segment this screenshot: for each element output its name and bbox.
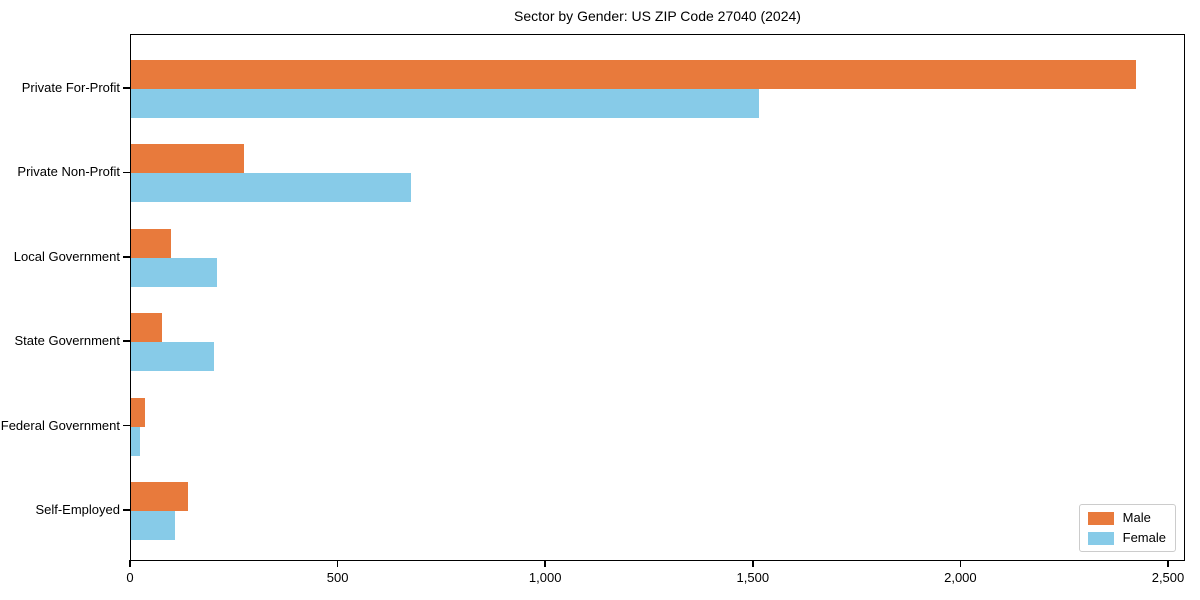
bar-female-private-for-profit bbox=[131, 89, 759, 118]
legend: Male Female bbox=[1078, 504, 1176, 552]
bar-male-state-government bbox=[131, 313, 163, 343]
y-label-private-non-profit: Private Non-Profit bbox=[17, 164, 120, 180]
legend-item-female: Female bbox=[1087, 530, 1166, 545]
female-color-swatch bbox=[1087, 531, 1114, 545]
bar-female-local-government bbox=[131, 257, 217, 287]
plot-area: Male Female bbox=[130, 34, 1185, 561]
x-tick-1-500 bbox=[752, 560, 754, 567]
bar-male-self-employed bbox=[131, 482, 188, 511]
y-tick-private-non-profit bbox=[123, 171, 130, 174]
x-label-0: 0 bbox=[126, 570, 134, 585]
chart-title: Sector by Gender: US ZIP Code 27040 (202… bbox=[514, 8, 801, 24]
x-label-2-500: 2,500 bbox=[1151, 570, 1185, 585]
x-tick-500 bbox=[336, 560, 339, 567]
legend-item-male: Male bbox=[1087, 510, 1166, 525]
y-tick-federal-government bbox=[123, 424, 130, 427]
legend-label-male: Male bbox=[1122, 510, 1151, 525]
y-label-self-employed: Self-Employed bbox=[35, 502, 120, 517]
x-tick-2-500 bbox=[1167, 560, 1169, 567]
x-tick-0 bbox=[129, 560, 131, 567]
y-label-local-government: Local Government bbox=[13, 248, 120, 264]
bar-male-private-for-profit bbox=[131, 60, 1136, 89]
bar-female-state-government bbox=[131, 342, 214, 372]
x-tick-2-000 bbox=[959, 560, 962, 567]
x-label-2-000: 2,000 bbox=[944, 570, 977, 585]
y-tick-state-government bbox=[123, 340, 130, 342]
x-tick-1-000 bbox=[544, 560, 546, 567]
bar-male-private-non-profit bbox=[131, 144, 244, 174]
male-color-swatch bbox=[1087, 511, 1114, 525]
legend-label-female: Female bbox=[1122, 530, 1166, 545]
bar-male-federal-government bbox=[131, 397, 146, 427]
y-label-private-for-profit: Private For-Profit bbox=[21, 80, 120, 95]
y-tick-private-for-profit bbox=[123, 87, 130, 89]
bar-female-private-non-profit bbox=[131, 173, 411, 203]
y-tick-self-employed bbox=[123, 509, 130, 511]
x-label-1-000: 1,000 bbox=[528, 570, 562, 585]
bar-male-local-government bbox=[131, 228, 171, 258]
y-label-federal-government: Federal Government bbox=[0, 417, 120, 433]
y-label-state-government: State Government bbox=[14, 333, 121, 349]
x-label-500: 500 bbox=[326, 570, 349, 585]
bar-female-self-employed bbox=[131, 511, 176, 540]
x-label-1-500: 1,500 bbox=[736, 570, 770, 585]
y-tick-local-government bbox=[123, 256, 130, 258]
bar-female-federal-government bbox=[131, 426, 141, 456]
